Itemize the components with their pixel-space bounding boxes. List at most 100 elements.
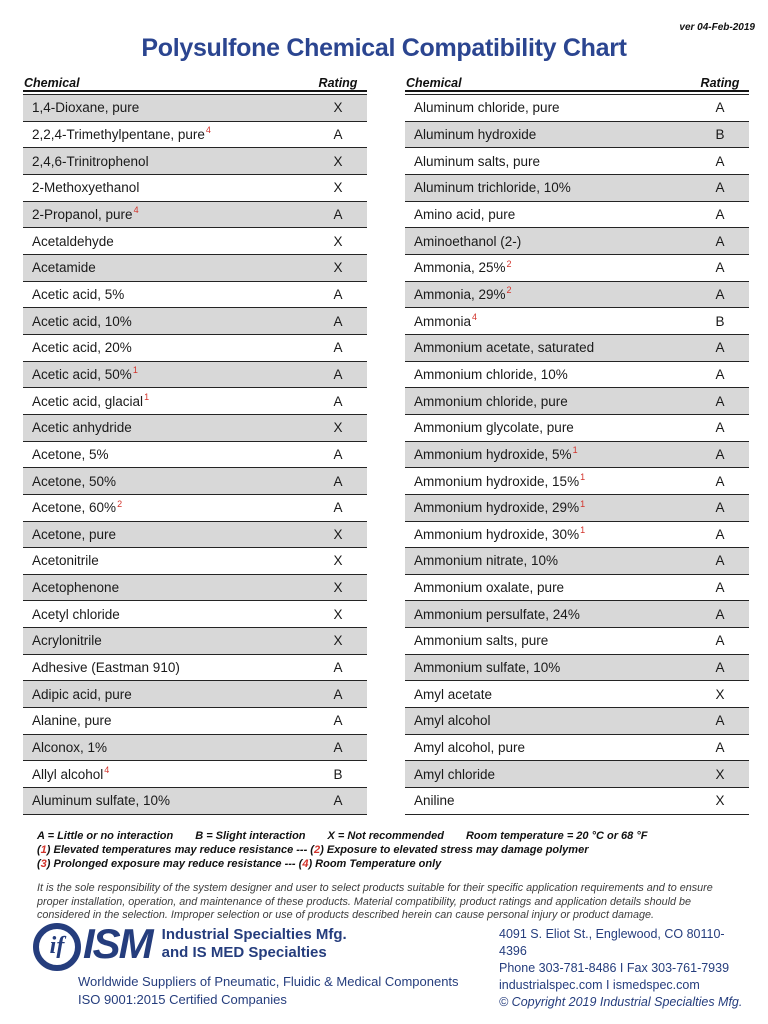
chemical-name: Ammonium chloride, 10% (414, 366, 568, 382)
rating-value: X (715, 793, 725, 809)
table-row: Amyl acetate X (405, 681, 749, 709)
rating-value: A (715, 366, 725, 382)
rating-value: B (333, 766, 343, 782)
iso-certification: ISO 9001:2015 Certified Companies (78, 992, 287, 1007)
footnote-ref: 1 (132, 365, 138, 376)
table-row: Ammonia4 B (405, 308, 749, 335)
table-row: Acetic acid, glacial1 A (23, 388, 367, 415)
rating-value: A (715, 526, 725, 542)
chemical-name: Acetonitrile (32, 553, 99, 569)
table-row: Adipic acid, pure A (23, 681, 367, 709)
chemical-name: Acetophenone (32, 580, 120, 596)
table-row: Aminoethanol (2-) A (405, 228, 749, 255)
footnote-line-2: (3) Prolonged exposure may reduce resist… (37, 857, 737, 871)
rating-value: A (333, 473, 343, 489)
table-row: Aluminum chloride, pure A (405, 95, 749, 122)
rating-value: X (333, 180, 343, 196)
chemical-name: Acetic acid, 50%1 (32, 365, 138, 382)
table-row: Ammonium chloride, 10% A (405, 362, 749, 389)
rating-value: A (333, 660, 343, 676)
rating-value: A (715, 553, 725, 569)
chemical-name: Aluminum sulfate, 10% (32, 793, 171, 809)
table-row: Acetyl chloride X (23, 601, 367, 629)
chemical-name: Acetic acid, 10% (32, 313, 132, 329)
rating-value: X (333, 260, 343, 276)
rating-value: A (333, 713, 343, 729)
table-row: Acetic acid, 50%1 A (23, 361, 367, 389)
footnote-ref: 1 (580, 525, 586, 536)
table-row: Adhesive (Eastman 910) A (23, 655, 367, 682)
table-row: Ammonium hydroxide, 5%1 A (405, 441, 749, 469)
rating-value: A (715, 606, 725, 622)
chemical-name: Acetaldehyde (32, 233, 114, 249)
chemical-name: 1,4-Dioxane, pure (32, 100, 140, 116)
chemical-name: 2,2,4-Trimethylpentane, pure4 (32, 125, 211, 142)
rating-value: A (715, 446, 725, 462)
rating-value: A (333, 313, 343, 329)
version-label: ver 04-Feb-2019 (679, 22, 755, 33)
rating-value: A (715, 153, 725, 169)
chemical-name: Ammonium chloride, pure (414, 393, 568, 409)
footnote-ref: 2 (506, 258, 512, 269)
chemical-table-left: Chemical Rating 1,4-Dioxane, pure X 2,2,4-… (23, 68, 367, 815)
rating-value: X (333, 633, 343, 649)
table-header: Chemical Rating (23, 68, 367, 92)
rating-key-b: B = Slight interaction (195, 830, 306, 842)
ism-logo-if-monogram: if (49, 932, 65, 959)
rating-value: A (333, 500, 343, 516)
rating-key-a: A = Little or no interaction (37, 830, 174, 842)
table-row: 2-Propanol, pure4 A (23, 201, 367, 229)
chemical-name: Acetone, 5% (32, 446, 109, 462)
rating-value: A (715, 473, 725, 489)
chemical-name: 2-Methoxyethanol (32, 180, 140, 196)
table-row: Acetic anhydride X (23, 414, 367, 442)
table-row: Alconox, 1% A (23, 734, 367, 762)
rating-value: A (333, 206, 343, 222)
disclaimer-text: It is the sole responsibility of the sys… (37, 882, 713, 921)
rating-value: A (715, 713, 725, 729)
footnote-ref: 4 (104, 765, 110, 776)
rating-value: A (333, 393, 343, 409)
chemical-name: Aluminum trichloride, 10% (414, 180, 571, 196)
chemical-name: Acetone, 50% (32, 473, 117, 489)
table-row: Amyl alcohol A (405, 708, 749, 735)
table-row: Acetone, 50% A (23, 468, 367, 495)
chemical-name: Acetic acid, glacial1 (32, 392, 150, 409)
rating-value: A (333, 286, 343, 302)
table-row: Ammonium hydroxide, 15%1 A (405, 468, 749, 495)
chemical-name: Amyl alcohol, pure (414, 740, 526, 756)
footnote-ref: 4 (133, 205, 139, 216)
table-row: Acetamide X (23, 254, 367, 282)
chemical-name: Ammonium hydroxide, 30%1 (414, 525, 586, 542)
chemical-name: Acetone, 60%2 (32, 498, 123, 516)
rating-value: A (715, 393, 725, 409)
chemical-name: Aluminum salts, pure (414, 153, 541, 169)
table-row: Acetone, 5% A (23, 442, 367, 469)
chemical-name: Amyl alcohol (414, 713, 491, 729)
rating-value: A (715, 420, 725, 436)
table-row: Amyl chloride X (405, 761, 749, 789)
rating-value: A (715, 660, 725, 676)
rating-value: X (333, 580, 343, 596)
table-row: Acetic acid, 5% A (23, 282, 367, 309)
table-row: Aniline X (405, 788, 749, 815)
table-row: 2,4,6-Trinitrophenol X (23, 148, 367, 175)
chemical-name: Ammonia, 29%2 (414, 285, 512, 302)
rating-value: A (715, 100, 725, 116)
table-row: Ammonium hydroxide, 30%1 A (405, 522, 749, 549)
compatibility-tables: Chemical Rating 1,4-Dioxane, pure X 2,2,4-… (23, 68, 749, 815)
table-row: Acrylonitrile X (23, 628, 367, 655)
rating-key-temp: Room temperature = 20 °C or 68 °F (465, 830, 648, 842)
phone-fax-line: Phone 303-781-8486 I Fax 303-761-7939 (499, 961, 730, 975)
rating-value: A (715, 740, 725, 756)
table-row: Alanine, pure A (23, 708, 367, 735)
table-row: Ammonium persulfate, 24% A (405, 601, 749, 629)
table-row: Aluminum sulfate, 10% A (23, 788, 367, 815)
footnote-number: 2 (313, 844, 321, 856)
rating-value: A (715, 233, 725, 249)
chemical-name: Acetic acid, 5% (32, 286, 125, 302)
column-header-rating: Rating (318, 76, 358, 90)
chemical-name: Aluminum chloride, pure (414, 100, 560, 116)
rating-value: B (715, 313, 725, 329)
chemical-name: Amyl acetate (414, 686, 493, 702)
